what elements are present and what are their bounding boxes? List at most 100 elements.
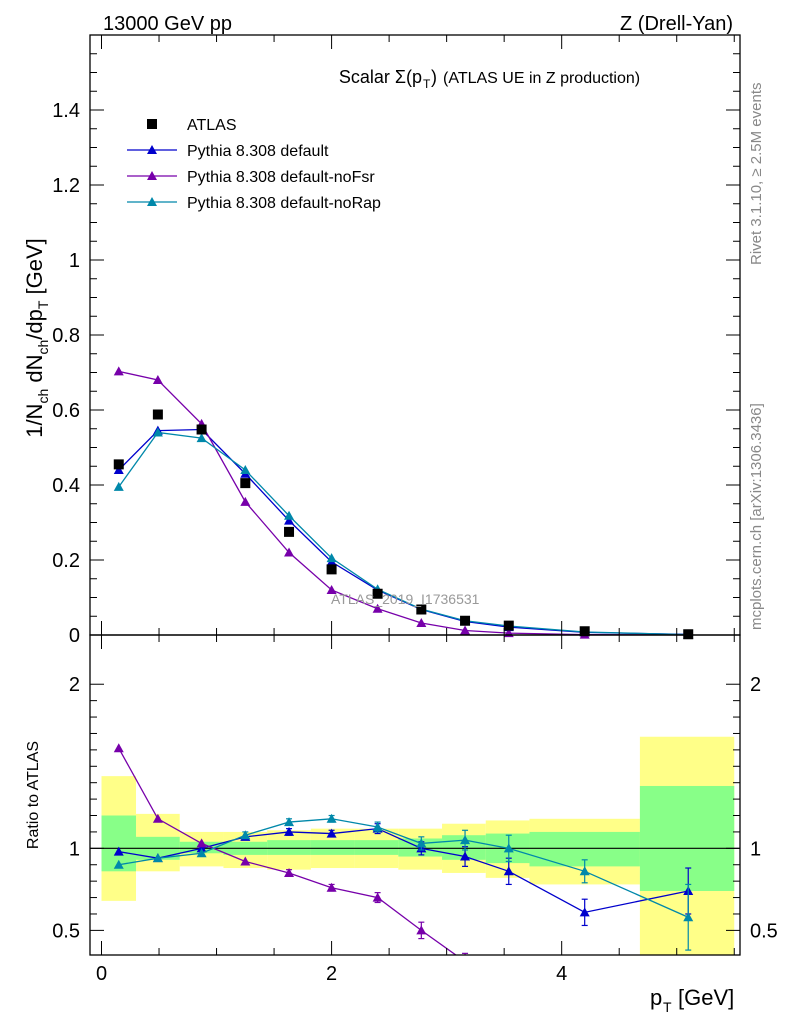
ratio-y-tick-label-left: 0.5 xyxy=(52,920,80,942)
legend: ATLAS Pythia 8.308 default Pythia 8.308 de… xyxy=(127,117,381,212)
ratio-point-default xyxy=(579,907,590,917)
ratio-y-tick-label-right: 1 xyxy=(750,838,761,860)
point-data xyxy=(113,459,124,470)
point-noFsr xyxy=(240,496,251,506)
x-tick-label: 0 xyxy=(96,963,107,985)
ratio-point-default xyxy=(503,866,514,876)
band-inner xyxy=(354,840,399,855)
y-tick-label: 0.8 xyxy=(52,325,80,347)
ratio-point-noFsr xyxy=(416,925,427,935)
ratio-y-tick-label-left: 1 xyxy=(69,838,80,860)
ylabel-part: 1/N xyxy=(22,404,47,438)
plot-title-close: ) xyxy=(431,67,437,87)
point-data xyxy=(683,629,694,640)
legend-marker-noFsr xyxy=(147,171,157,180)
watermark: ATLAS_2019_I1736531 xyxy=(331,591,480,607)
plot-title-rest: (ATLAS UE in Z production) xyxy=(443,70,640,87)
point-default xyxy=(113,465,124,474)
point-noRap xyxy=(284,510,295,520)
point-noRap xyxy=(113,481,124,491)
ratio-point-noFsr xyxy=(113,743,124,753)
ratio-point-noFsr xyxy=(240,856,251,866)
y-axis-label: 1/Nch dNch/dpT [GeV] xyxy=(22,238,51,438)
ratio-y-tick-label-right: 0.5 xyxy=(750,920,778,942)
legend-marker-data xyxy=(147,119,157,129)
main-marks xyxy=(113,366,694,640)
ratio-y-tick-label-right: 2 xyxy=(750,674,761,696)
point-noFsr xyxy=(372,603,383,613)
ratio-panel: 0.5 0.5 1 1 2 2 0 2 4 xyxy=(52,634,778,1000)
point-data xyxy=(372,588,383,599)
point-data xyxy=(579,626,590,637)
point-data xyxy=(460,615,471,626)
ratio-ticks: 0.5 0.5 1 1 2 2 0 2 4 xyxy=(52,635,778,985)
ratio-y-axis-label: Ratio to ATLAS xyxy=(25,741,42,849)
ratio-point-noFsr xyxy=(196,838,207,848)
rivet-label: Rivet 3.1.10, ≥ 2.5M events xyxy=(748,83,765,266)
ratio-point-noFsr xyxy=(460,957,470,966)
legend-marker-noRap xyxy=(147,197,157,206)
legend-label: Pythia 8.308 default-noRap xyxy=(187,195,381,212)
x-axis-label-sub: T xyxy=(663,999,672,1015)
ratio-frame xyxy=(89,634,741,956)
ratio-series xyxy=(113,743,694,1000)
ratio-point-noRap xyxy=(460,835,471,845)
ratio-point-default xyxy=(113,846,124,856)
series-line-noRap xyxy=(118,431,689,636)
header-process: Z (Drell-Yan) xyxy=(620,13,733,35)
plot-title-sub: T xyxy=(423,77,431,91)
point-noFsr xyxy=(416,618,427,627)
point-noRap xyxy=(326,553,337,563)
y-tick-label: 0.4 xyxy=(52,475,80,497)
ratio-point-noFsr xyxy=(580,991,590,1000)
y-tick-label: 1.2 xyxy=(52,175,80,197)
ratio-point-default xyxy=(284,826,295,836)
band-inner xyxy=(310,840,355,855)
ylabel-part: ch xyxy=(35,340,51,355)
legend-label: Pythia 8.308 default xyxy=(187,143,329,160)
ratio-line-default xyxy=(118,827,689,914)
point-noRap xyxy=(152,427,163,437)
main-panel: 0 0.2 0.4 0.6 0.8 1 1.2 1.4 Scalar Σ(p T ) (ATL… xyxy=(52,34,741,647)
point-noRap xyxy=(240,465,251,474)
x-tick-label: 2 xyxy=(326,963,337,985)
point-data xyxy=(196,424,207,435)
ratio-marks xyxy=(90,736,740,1000)
ratio-point-noRap xyxy=(240,830,251,840)
mcplots-label: mcplots.cern.ch [arXiv:1306.3436] xyxy=(748,403,765,630)
legend-marker-default xyxy=(147,145,157,154)
ratio-point-default xyxy=(196,843,207,853)
y-tick-label: 0.6 xyxy=(52,400,80,422)
ratio-point-default xyxy=(326,828,337,838)
ylabel-part: ch xyxy=(35,389,51,404)
ylabel-part: T xyxy=(35,300,51,309)
ylabel-part: /dp xyxy=(22,309,47,340)
ratio-point-noRap xyxy=(372,822,383,831)
point-data xyxy=(240,478,251,489)
ratio-point-noFsr xyxy=(372,892,383,902)
y-tick-label: 0.2 xyxy=(52,550,80,572)
point-noFsr xyxy=(284,547,295,557)
ratio-point-noFsr xyxy=(326,882,337,892)
ratio-point-default xyxy=(460,851,471,861)
ratio-line-noRap xyxy=(118,818,689,918)
point-noFsr xyxy=(113,366,124,376)
x-tick-label: 4 xyxy=(556,963,567,985)
y-tick-label: 1.4 xyxy=(52,100,80,122)
ylabel-part: dN xyxy=(22,355,47,389)
series-line-default xyxy=(118,428,689,636)
header-energy: 13000 GeV pp xyxy=(103,13,232,35)
point-noFsr xyxy=(152,375,163,384)
y-tick-label: 1 xyxy=(69,250,80,272)
point-data xyxy=(416,604,427,615)
y-tick-label: 0 xyxy=(69,625,80,647)
ratio-point-noRap xyxy=(152,853,163,863)
ratio-point-noRap xyxy=(113,859,124,869)
x-axis-label-unit: [GeV] xyxy=(678,985,734,1010)
series-line-noFsr xyxy=(118,370,689,636)
ratio-point-noFsr xyxy=(152,813,163,823)
x-axis-label-main: p xyxy=(650,985,662,1010)
point-noRap xyxy=(196,433,207,443)
ratio-point-noRap xyxy=(503,843,514,853)
